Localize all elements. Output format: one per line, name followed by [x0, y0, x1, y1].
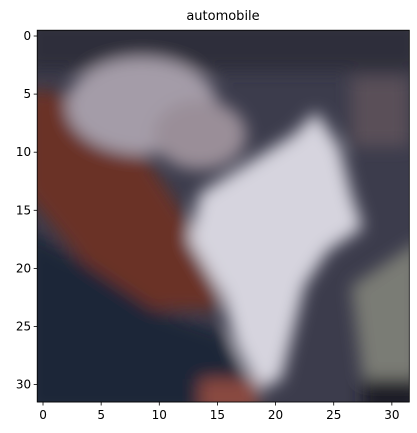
chart-title: automobile [186, 9, 259, 24]
y-tick-label: 0 [24, 29, 32, 43]
x-tick-label: 15 [210, 408, 225, 422]
y-tick-label: 5 [24, 87, 32, 101]
y-tick-label: 25 [16, 319, 31, 333]
x-tick-label: 0 [39, 408, 47, 422]
axes-frame [36, 29, 410, 403]
x-tick-label: 5 [97, 408, 105, 422]
y-tick-label: 15 [16, 203, 31, 217]
x-tick-label: 30 [384, 408, 399, 422]
image [37, 30, 410, 403]
x-tick-label: 25 [326, 408, 341, 422]
y-tick-label: 30 [16, 378, 31, 392]
x-tick-label: 10 [152, 408, 167, 422]
y-tick-label: 20 [16, 261, 31, 275]
x-tick-label: 20 [268, 408, 283, 422]
y-tick-label: 10 [16, 145, 31, 159]
